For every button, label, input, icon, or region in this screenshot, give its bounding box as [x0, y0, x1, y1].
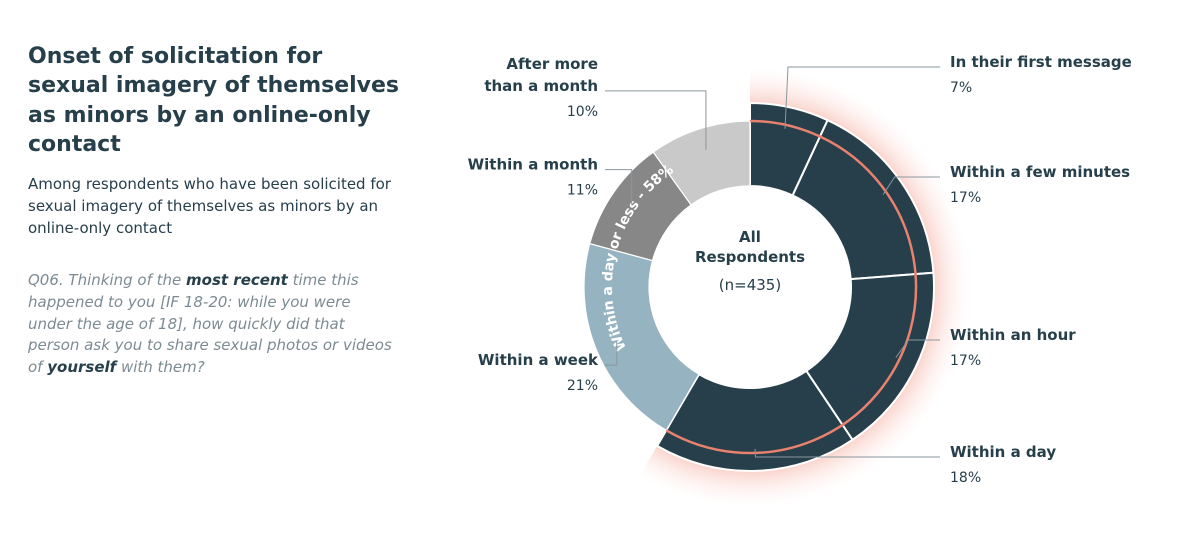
label-after-more-than-a-month-line1: After more: [506, 55, 598, 73]
label-within-a-day: Within a day: [950, 443, 1056, 461]
value-within-a-month: 11%: [567, 183, 598, 199]
center-label-line1: All: [739, 228, 761, 246]
chart-subtitle: Among respondents who have been solicite…: [28, 175, 391, 238]
slice-within-a-few-minutes: [791, 118, 935, 281]
label-after-more-than-a-month-line2: than a month: [484, 77, 598, 95]
value-within-a-few-minutes: 17%: [950, 190, 981, 206]
survey-question: Q06. Thinking of the most recent time th…: [28, 270, 398, 379]
label-within-a-few-minutes: Within a few minutes: [950, 163, 1130, 181]
leader-line-within-a-day: [754, 448, 940, 458]
question-emphasis-yourself: yourself: [47, 358, 117, 376]
question-emphasis-most-recent: most recent: [186, 271, 288, 289]
leader-line-after-more-than-a-month: [605, 90, 707, 150]
slice-within-a-week: [583, 242, 700, 432]
highlight-glow: [640, 69, 969, 506]
value-after-more-than-a-month: 10%: [567, 104, 598, 120]
center-label-line2: Respondents: [695, 248, 805, 266]
value-within-a-day: 18%: [950, 470, 981, 486]
group-accent-arc: [665, 119, 918, 455]
leader-line-within-an-hour: [895, 339, 940, 358]
label-within-an-hour: Within an hour: [950, 326, 1076, 344]
question-text-1: Q06. Thinking of the: [28, 271, 187, 289]
center-label-line3: (n=435): [719, 276, 781, 294]
value-in-their-first-message: 7%: [950, 80, 972, 96]
slice-within-an-hour: [804, 271, 935, 442]
question-text-3: with them?: [116, 358, 205, 376]
label-within-a-month: Within a month: [468, 156, 598, 174]
leader-line-within-a-few-minutes: [882, 176, 940, 195]
chart-title: Onset of solicitation for sexual imagery…: [28, 44, 400, 157]
question-text-2: time this happened to you [IF 18-20: whi…: [28, 271, 392, 376]
label-within-a-week: Within a week: [478, 351, 599, 369]
label-in-their-first-message: In their first message: [950, 53, 1132, 71]
leader-line-within-a-week: [605, 341, 618, 366]
value-within-a-week: 21%: [567, 378, 598, 394]
leader-line-within-a-month: [605, 169, 633, 205]
value-within-an-hour: 17%: [950, 353, 981, 369]
leader-line-in-their-first-message: [784, 66, 940, 129]
